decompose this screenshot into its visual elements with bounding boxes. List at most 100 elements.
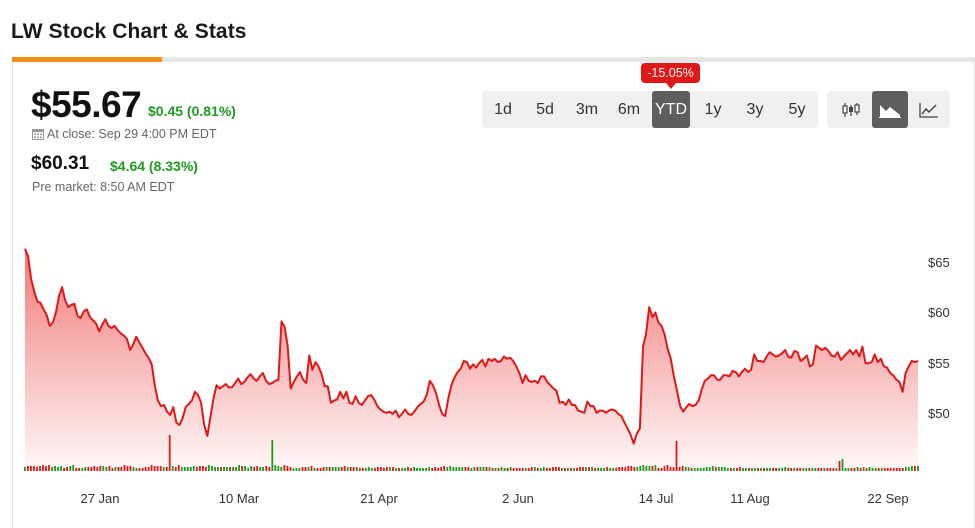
volume-bar [687,467,690,471]
volume-bar [343,466,346,471]
volume-bar [705,467,708,471]
range-3y-button[interactable]: 3y [746,100,764,118]
line-chart-button[interactable] [911,91,947,128]
volume-bar [132,467,135,471]
volume-bar [835,468,838,471]
volume-bar [298,468,301,471]
volume-bar [380,467,382,471]
volume-bar [165,467,168,471]
volume-bar [84,467,87,471]
ytd-change-badge: -15.05% [641,63,700,83]
volume-bar [555,467,557,471]
volume-bar [787,468,790,471]
volume-bar [883,468,886,471]
premarket-price: $60.31 [31,153,90,174]
range-ytd-button[interactable]: YTD [652,91,690,128]
range-6m-button[interactable]: 6m [617,100,641,118]
volume-bar [548,468,551,471]
volume-bar [657,468,660,471]
volume-bar [567,468,569,471]
volume-bar [675,441,678,471]
volume-bar [542,467,545,471]
volume-bar [75,468,78,471]
volume-bar [42,465,44,471]
volume-bar [763,468,765,471]
range-selector: 1d 5d 3m 6m YTD 1y 3y 5y [482,91,818,128]
volume-bar [663,466,666,471]
volume-bar [790,468,793,471]
volume-bar [458,467,461,471]
volume-bar [515,468,518,471]
volume-bar [784,467,787,471]
volume-bar [280,467,283,471]
volume-bar [407,467,409,471]
volume-bar [126,466,129,471]
mountain-icon [879,104,901,118]
volume-bar [241,466,243,471]
volume-bar [434,467,437,471]
volume-bar [395,468,397,471]
volume-bar [78,468,81,471]
volume-bar [57,467,59,471]
volume-bar [648,466,651,471]
volume-bar [262,467,265,471]
volume-bar [322,467,325,471]
volume-bar [690,468,693,471]
volume-bar [410,468,412,471]
volume-bar [811,468,814,471]
volume-bar [736,468,738,471]
ytd-badge-pointer [666,83,676,89]
volume-bar [479,467,482,471]
range-1y-button[interactable]: 1y [704,100,722,118]
volume-bar [895,468,898,471]
volume-bar [171,466,174,471]
volume-bar [772,468,774,471]
volume-bar [437,468,440,471]
volume-bar [588,467,590,471]
range-3m-button[interactable]: 3m [575,100,599,118]
volume-bar [597,468,599,471]
range-5d-button[interactable]: 5d [536,100,554,118]
volume-bar [781,468,783,471]
volume-bar [304,467,307,471]
chart-type-selector [827,91,950,128]
volume-bar [558,467,560,471]
volume-bar [196,467,198,471]
page-title: LW Stock Chart & Stats [11,20,247,43]
volume-bar [389,467,391,471]
volume-bar [211,466,213,471]
volume-bar [150,465,153,471]
premarket-change: $4.64 (8.33%) [110,158,198,174]
volume-bar [238,465,240,471]
volume-bar [775,468,777,471]
x-tick-label: 22 Sep [867,491,908,506]
volume-bar [265,466,268,471]
volume-bar [476,467,479,471]
volume-bar [760,468,762,471]
volume-bar [129,466,132,471]
volume-bar [853,468,856,471]
volume-bar [253,467,256,471]
volume-bar [292,468,295,471]
volume-bar [766,468,768,471]
volume-bar [413,467,415,471]
volume-bar [174,467,177,471]
volume-bar [748,468,750,471]
volume-bar [295,468,298,471]
volume-bar [349,467,352,471]
volume-bar [377,467,379,471]
volume-bar [660,468,663,471]
volume-bar [268,467,271,471]
volume-bar [114,467,117,471]
mountain-chart-button[interactable] [872,91,908,128]
volume-bar [223,467,225,471]
candlestick-chart-button[interactable] [833,91,869,128]
range-5y-button[interactable]: 5y [788,100,806,118]
volume-bar [708,467,711,471]
volume-bar [832,468,835,471]
volume-bar [331,467,334,471]
volume-bar [36,467,38,471]
range-1d-button[interactable]: 1d [494,100,512,118]
volume-bar [805,468,808,471]
